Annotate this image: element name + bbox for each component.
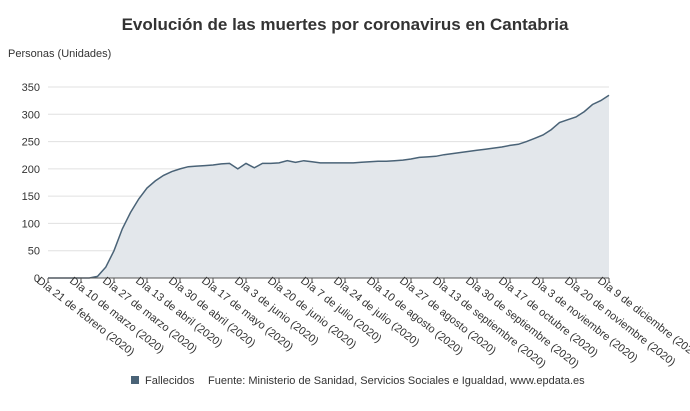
y-tick-label: 350 [22, 82, 40, 94]
line [48, 94, 610, 279]
y-tick-label: 100 [22, 218, 40, 230]
y-tick-label: 50 [28, 246, 40, 258]
area [48, 95, 609, 278]
y-tick-label: 150 [22, 191, 40, 203]
y-tick-label: 250 [22, 137, 40, 149]
legend-swatch [131, 376, 139, 384]
source-note: Fuente: Ministerio de Sanidad, Servicios… [208, 375, 585, 387]
legend-label: Fallecidos [145, 375, 195, 387]
y-axis-label: Personas (Unidades) [8, 48, 111, 60]
y-tick-label: 0 [34, 273, 40, 285]
y-tick-label: 300 [22, 109, 40, 121]
chart-title: Evolución de las muertes por coronavirus… [122, 15, 569, 34]
y-tick-label: 200 [22, 164, 40, 176]
